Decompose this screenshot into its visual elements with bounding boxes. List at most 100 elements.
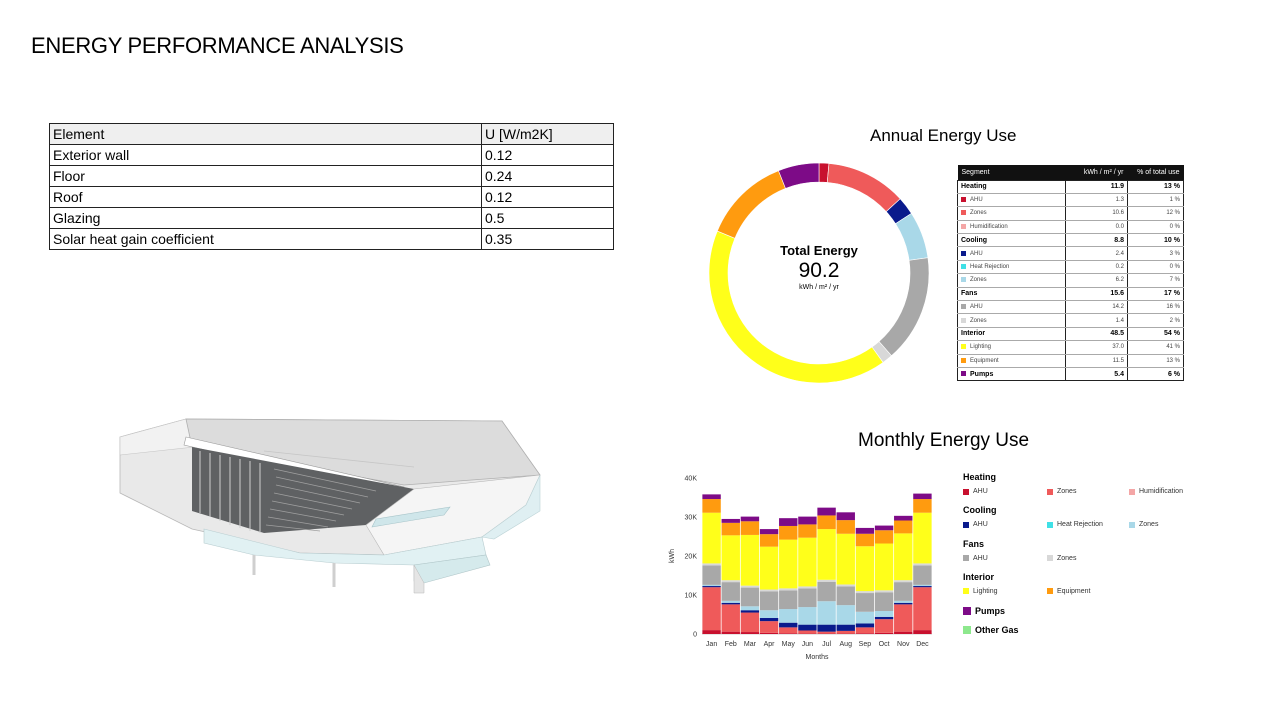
bar-segment bbox=[798, 516, 817, 525]
segment-table: Segment kWh / m² / yr % of total use Hea… bbox=[957, 165, 1184, 382]
bar-segment bbox=[779, 518, 798, 526]
legend-item: Zones bbox=[1047, 488, 1076, 495]
segment-swatch bbox=[961, 317, 966, 323]
bar-segment bbox=[721, 600, 740, 603]
bar-segment bbox=[874, 590, 894, 593]
bar-segment bbox=[913, 587, 932, 631]
bar-segment bbox=[702, 499, 721, 513]
segment-kwh: 37.0 bbox=[1065, 340, 1128, 355]
bar-segment bbox=[836, 584, 855, 587]
legend-group-heading: Fans bbox=[963, 538, 985, 549]
bar-segment bbox=[817, 624, 836, 632]
bar-segment bbox=[874, 530, 894, 544]
bar-segment bbox=[855, 627, 875, 634]
bar-segment bbox=[779, 588, 798, 591]
bar-segment bbox=[740, 534, 760, 586]
legend-item-label: Heat Rejection bbox=[1057, 521, 1103, 529]
bar-segment bbox=[817, 579, 836, 582]
bar-segment bbox=[721, 604, 740, 632]
legend-item: Zones bbox=[1129, 521, 1158, 528]
x-tick-label: Jul bbox=[822, 641, 831, 648]
segment-kwh: 14.2 bbox=[1065, 300, 1128, 315]
segment-pct: 17 % bbox=[1127, 286, 1184, 302]
x-tick-label: Mar bbox=[744, 641, 757, 648]
segment-kwh: 48.5 bbox=[1065, 326, 1128, 342]
legend-item: Zones bbox=[1047, 555, 1076, 562]
segment-swatch bbox=[961, 371, 966, 377]
bar-segment bbox=[874, 543, 894, 591]
segment-pct: 54 % bbox=[1127, 326, 1184, 342]
segment-kwh: 15.6 bbox=[1065, 286, 1128, 302]
legend-item-label: Equipment bbox=[1057, 587, 1091, 595]
x-tick-label: Jun bbox=[802, 641, 813, 648]
segment-name: Heat Rejection bbox=[970, 264, 1010, 271]
bar-segment bbox=[779, 609, 798, 623]
segment-name: Equipment bbox=[970, 357, 999, 364]
x-tick-label: May bbox=[782, 641, 796, 648]
segment-pct: 13 % bbox=[1127, 354, 1184, 368]
segment-group-row: Interior 48.5 54 % bbox=[957, 326, 1184, 342]
segment-kwh: 5.4 bbox=[1065, 366, 1128, 382]
donut-slice bbox=[778, 162, 820, 189]
segment-name: Humidification bbox=[970, 223, 1008, 230]
bar-segment bbox=[721, 582, 740, 601]
bar-segment bbox=[836, 512, 855, 521]
bar-segment bbox=[759, 591, 779, 611]
legend-swatch bbox=[963, 588, 969, 595]
bar-segment bbox=[759, 610, 779, 619]
legend-swatch bbox=[1047, 488, 1053, 495]
bar-segment bbox=[913, 586, 932, 588]
bar-segment bbox=[779, 627, 798, 634]
bar-segment bbox=[817, 601, 836, 625]
bar-segment bbox=[913, 630, 932, 634]
bar-segment bbox=[817, 631, 836, 634]
segment-pct: 3 % bbox=[1127, 246, 1184, 261]
header-u-value: U [W/m2K] bbox=[481, 123, 614, 145]
segment-name: AHU bbox=[970, 304, 983, 311]
u-value-cell: 0.35 bbox=[481, 228, 614, 250]
legend-item: AHU bbox=[963, 521, 988, 528]
bar-segment bbox=[721, 535, 740, 581]
bar-segment bbox=[836, 520, 855, 534]
bar-segment bbox=[855, 623, 875, 628]
y-tick-label: 30K bbox=[685, 515, 698, 522]
bar-segment bbox=[702, 630, 721, 634]
segment-name: Zones bbox=[970, 317, 987, 324]
x-tick-label: Aug bbox=[840, 641, 853, 648]
bar-segment bbox=[721, 522, 740, 536]
bar-segment bbox=[894, 533, 913, 581]
bar-segment bbox=[874, 592, 894, 611]
donut-slice bbox=[895, 212, 929, 261]
segment-pct: 1 % bbox=[1127, 193, 1184, 208]
legend-item-label: AHU bbox=[973, 488, 988, 495]
bar-segment bbox=[798, 630, 817, 634]
bar-segment bbox=[913, 565, 932, 585]
total-energy-value: 90.2 bbox=[798, 259, 840, 282]
segment-swatch bbox=[961, 277, 966, 283]
bar-segment bbox=[913, 493, 932, 500]
segment-pct: 6 % bbox=[1127, 366, 1184, 382]
bar-segment bbox=[836, 533, 855, 585]
bar-segment bbox=[798, 537, 817, 587]
segment-kwh: 2.4 bbox=[1065, 246, 1128, 261]
bar-segment bbox=[779, 525, 798, 540]
building-3d-model bbox=[119, 418, 541, 594]
segment-sub-row: Zones 6.2 7 % bbox=[957, 273, 1184, 288]
bar-segment bbox=[836, 586, 855, 606]
legend-group-heading: Heating bbox=[963, 472, 997, 482]
legend-swatch bbox=[1047, 555, 1053, 562]
bar-segment bbox=[779, 590, 798, 610]
bar-segment bbox=[721, 602, 740, 605]
segment-swatch bbox=[961, 250, 966, 256]
u-value-cell: 0.12 bbox=[481, 186, 614, 208]
legend-item-label: Lighting bbox=[973, 587, 998, 595]
bar-segment bbox=[798, 586, 817, 589]
bar-segment bbox=[894, 582, 913, 601]
y-tick-label: 10K bbox=[685, 593, 698, 600]
bar-segment bbox=[894, 515, 913, 521]
segment-sub-row: Zones 10.6 12 % bbox=[957, 206, 1184, 221]
bar-segment bbox=[702, 512, 721, 564]
bar-segment bbox=[779, 539, 798, 589]
total-energy-label: Total Energy bbox=[780, 243, 858, 258]
kwh-header: kWh / m² / yr bbox=[1065, 165, 1128, 180]
